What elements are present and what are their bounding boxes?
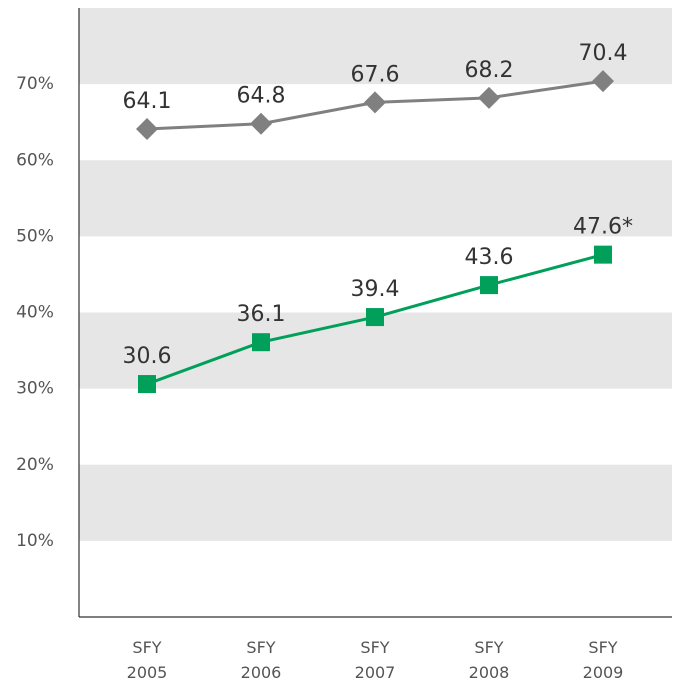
marker (478, 86, 500, 109)
data-label: 68.2 (465, 58, 514, 83)
marker (136, 118, 158, 141)
y-tick-label: 10% (16, 531, 54, 551)
data-label: 64.1 (123, 89, 172, 114)
data-label: 30.6 (123, 344, 172, 369)
marker (594, 245, 612, 264)
data-label: 70.4 (579, 41, 628, 66)
marker (480, 276, 498, 295)
y-tick-label: 40% (16, 303, 54, 323)
marker (364, 91, 386, 114)
data-label: 47.6* (573, 215, 633, 240)
marker (366, 308, 384, 327)
data-label: 67.6 (351, 62, 400, 87)
grid-band (79, 8, 672, 85)
x-tick-label: SFY 2009 (583, 638, 624, 682)
x-tick-label: SFY 2007 (355, 638, 396, 682)
y-tick-label: 20% (16, 455, 54, 475)
y-tick-label: 60% (16, 150, 54, 170)
marker (250, 112, 272, 135)
grid-band (79, 160, 672, 237)
x-tick-label: SFY 2006 (241, 638, 282, 682)
data-label: 43.6 (465, 245, 514, 270)
grid-band (79, 464, 672, 541)
data-label: 36.1 (237, 302, 286, 327)
x-tick-label: SFY 2005 (127, 638, 168, 682)
y-tick-label: 30% (16, 379, 54, 399)
y-tick-label: 50% (16, 226, 54, 246)
data-label: 39.4 (351, 277, 400, 302)
data-label: 64.8 (237, 84, 286, 109)
marker (592, 70, 614, 93)
y-tick-label: 70% (16, 74, 54, 94)
x-tick-label: SFY 2008 (469, 638, 510, 682)
marker (252, 333, 270, 352)
marker (138, 375, 156, 394)
